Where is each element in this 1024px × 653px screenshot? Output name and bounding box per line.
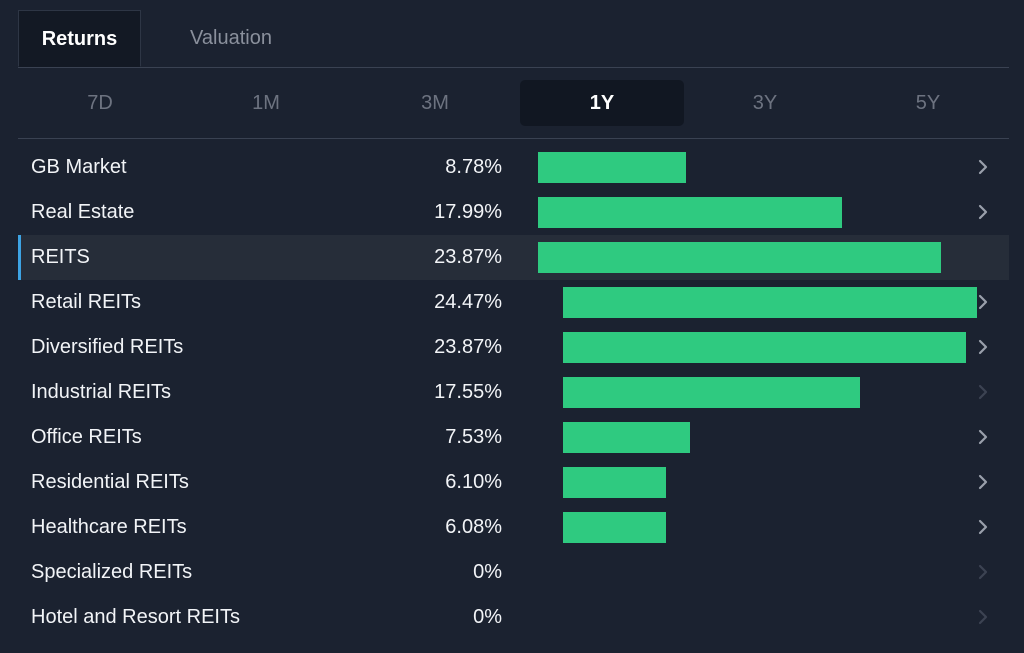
row-label: Retail REITs: [31, 291, 142, 313]
return-bar: [563, 467, 666, 498]
chevron-right-icon[interactable]: [974, 337, 992, 357]
row-label: GB Market: [31, 156, 127, 178]
return-bar: [538, 152, 686, 183]
return-bar: [563, 512, 666, 543]
returns-bar-list: GB Market 8.78% Real Estate 17.99% REITS 23.8…: [18, 145, 1009, 640]
row-value: 7.53%: [445, 426, 502, 448]
return-bar: [538, 242, 941, 273]
chevron-right-icon: [978, 609, 988, 625]
row-value: 0%: [473, 606, 502, 628]
row-value: 17.55%: [434, 381, 502, 403]
chevron-right-icon[interactable]: [974, 202, 992, 222]
list-item[interactable]: Retail REITs 24.47%: [18, 280, 1009, 325]
chevron-right-icon[interactable]: [974, 157, 992, 177]
selected-indicator: [18, 235, 21, 280]
row-value: 23.87%: [434, 246, 502, 268]
period-3m[interactable]: 3M: [421, 92, 449, 114]
list-item[interactable]: Healthcare REITs 6.08%: [18, 505, 1009, 550]
row-value: 17.99%: [434, 201, 502, 223]
row-label: Healthcare REITs: [31, 516, 187, 538]
view-tabs: Returns Valuation: [18, 10, 1009, 68]
list-item[interactable]: Residential REITs 6.10%: [18, 460, 1009, 505]
tab-valuation[interactable]: Valuation: [190, 27, 272, 49]
row-value: 6.08%: [445, 516, 502, 538]
row-label: Hotel and Resort REITs: [31, 606, 240, 628]
return-bar: [538, 197, 842, 228]
list-item[interactable]: Specialized REITs 0%: [18, 550, 1009, 595]
row-label: Residential REITs: [31, 471, 189, 493]
return-bar: [563, 332, 966, 363]
chevron-right-icon[interactable]: [974, 292, 992, 312]
row-label: Diversified REITs: [31, 336, 184, 358]
return-bar: [563, 287, 977, 318]
list-item[interactable]: Real Estate 17.99%: [18, 190, 1009, 235]
chevron-right-icon: [978, 564, 988, 580]
return-bar: [563, 377, 860, 408]
chevron-right-icon[interactable]: [974, 472, 992, 492]
list-item[interactable]: Industrial REITs 17.55%: [18, 370, 1009, 415]
list-item[interactable]: Office REITs 7.53%: [18, 415, 1009, 460]
period-7d[interactable]: 7D: [87, 92, 113, 114]
row-label: REITS: [31, 246, 90, 268]
return-bar: [563, 422, 690, 453]
tab-returns[interactable]: Returns: [18, 10, 141, 67]
period-3y[interactable]: 3Y: [752, 92, 778, 114]
row-value: 6.10%: [445, 471, 502, 493]
period-1m[interactable]: 1M: [252, 92, 280, 114]
list-item[interactable]: Diversified REITs 23.87%: [18, 325, 1009, 370]
chevron-right-icon[interactable]: [974, 517, 992, 537]
row-value: 23.87%: [434, 336, 502, 358]
row-value: 0%: [473, 561, 502, 583]
period-selector: 7D 1M 3M 1Y 3Y 5Y: [18, 80, 1009, 139]
row-value: 8.78%: [445, 156, 502, 178]
row-label: Specialized REITs: [31, 561, 193, 583]
list-item[interactable]: REITS 23.87%: [18, 235, 1009, 280]
chevron-right-icon[interactable]: [974, 427, 992, 447]
row-label: Real Estate: [31, 201, 135, 223]
row-label: Office REITs: [31, 426, 142, 448]
period-5y[interactable]: 5Y: [915, 92, 941, 114]
chevron-right-icon: [978, 384, 988, 400]
list-item[interactable]: GB Market 8.78%: [18, 145, 1009, 190]
list-item[interactable]: Hotel and Resort REITs 0%: [18, 595, 1009, 640]
row-label: Industrial REITs: [31, 381, 172, 403]
period-1y[interactable]: 1Y: [520, 80, 684, 126]
row-value: 24.47%: [434, 291, 502, 313]
